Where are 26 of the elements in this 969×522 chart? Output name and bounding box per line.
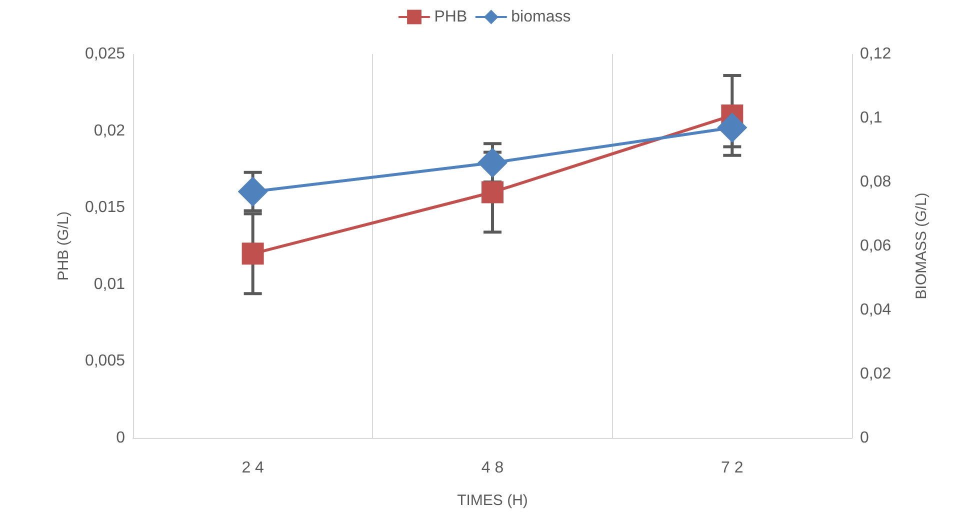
legend-label: PHB: [434, 8, 468, 26]
y-tick-label: 0,01: [94, 276, 126, 293]
y-tick-label: 0: [116, 430, 126, 446]
y2-tick-label: 0,06: [860, 238, 892, 254]
x-tick-label: 7 2: [721, 460, 744, 476]
y2-tick-label: 0,1: [860, 110, 882, 126]
y-tick-label: 0,005: [84, 352, 126, 370]
point: [717, 112, 748, 143]
y-axis-title: PHB (G/L): [55, 211, 72, 281]
y2-tick-label: 0,12: [860, 46, 892, 62]
point: [482, 181, 504, 204]
y2-tick-label: 0,02: [860, 366, 892, 382]
y-tick-label: 0,02: [94, 122, 126, 140]
y2-tick-label: 0,08: [860, 174, 892, 190]
legend-label: biomass: [511, 8, 571, 26]
y2-axis-title: BIOMASS (G/L): [913, 192, 930, 300]
y-tick-label: 0,025: [84, 46, 126, 62]
point: [238, 176, 268, 207]
y2-tick-label: 0: [860, 430, 869, 446]
x-tick-label: 2 4: [242, 460, 264, 476]
point: [478, 148, 508, 178]
point: [242, 242, 264, 265]
y2-tick-label: 0,04: [860, 302, 892, 318]
y-tick-label: 0,015: [84, 199, 126, 216]
x-axis-title: TIMES (H): [457, 492, 528, 509]
x-tick-label: 4 8: [481, 460, 504, 476]
